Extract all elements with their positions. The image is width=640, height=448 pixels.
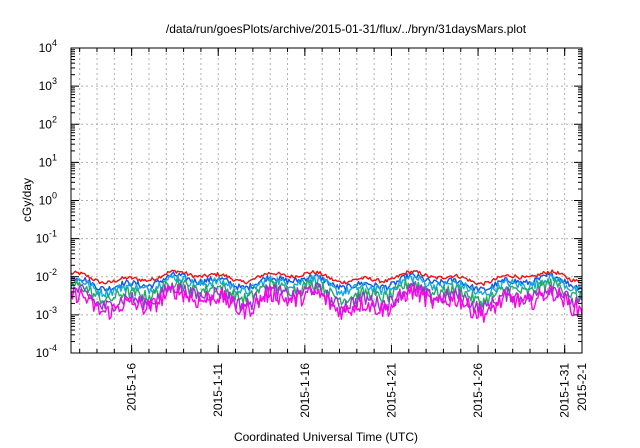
x-tick-label: 2015-1-6	[125, 363, 139, 411]
y-tick-label: 103	[39, 76, 57, 93]
y-tick-label: 10-3	[36, 305, 57, 322]
x-axis-label: Coordinated Universal Time (UTC)	[234, 430, 418, 444]
y-tick-label: 102	[39, 114, 57, 131]
grid	[71, 48, 582, 353]
y-axis-label: cGy/day	[20, 178, 34, 222]
series-line-magenta	[70, 284, 583, 323]
series-group	[70, 269, 583, 323]
y-tick-label: 100	[39, 191, 57, 208]
y-tick-label: 10-2	[36, 267, 57, 284]
series-line-blue	[70, 271, 583, 293]
series-line-red	[70, 269, 583, 287]
y-tick-label: 10-4	[36, 343, 57, 360]
x-tick-label: 2015-1-21	[384, 363, 398, 418]
x-tick-label: 2015-1-11	[211, 363, 225, 417]
y-tick-label: 10-1	[36, 229, 57, 246]
chart-title: /data/run/goesPlots/archive/2015-01-31/f…	[166, 22, 527, 36]
x-tick-label: 2015-1-16	[298, 363, 312, 418]
y-tick-label: 104	[39, 38, 57, 55]
y-tick-label: 101	[39, 152, 57, 169]
x-tick-label: 2015-2-1	[575, 363, 589, 411]
x-tick-label: 2015-1-31	[558, 363, 572, 418]
x-tick-label: 2015-1-26	[471, 363, 485, 418]
x-axis: 2015-1-6 2015-1-11 2015-1-16 2015-1-21 2015-…	[79, 48, 589, 418]
